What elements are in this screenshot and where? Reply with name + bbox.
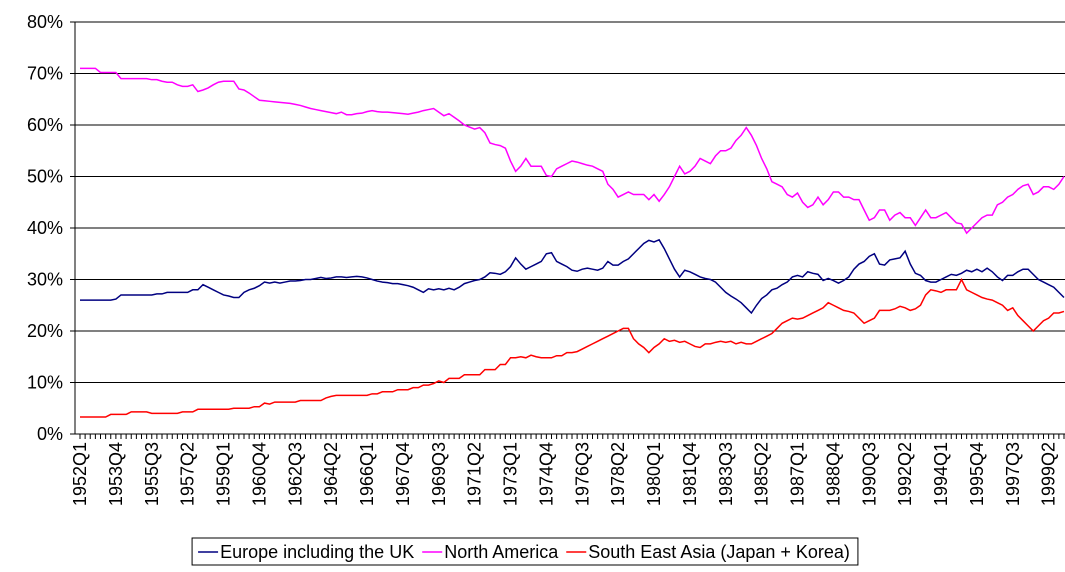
x-tick-label: 1995Q4 [967,442,987,506]
x-tick-label: 1992Q2 [895,442,915,506]
x-tick-label: 1966Q1 [357,442,377,506]
series-line [80,238,1065,315]
legend-box [191,537,859,566]
x-tick-label: 1978Q2 [608,442,628,506]
x-tick-label: 1987Q1 [788,442,808,506]
x-tick-label: 1971Q2 [465,442,485,506]
y-tick-label: 50% [27,167,63,187]
x-tick-label: 1953Q4 [106,442,126,506]
x-tick-label: 1988Q4 [823,442,843,506]
x-tick-label: 1974Q4 [536,442,556,506]
y-tick-label: 80% [27,12,63,32]
lines [80,67,1065,418]
y-tick-label: 30% [27,270,63,290]
series-line [80,277,1065,418]
legend: Europe including the UK North America Sout… [191,537,859,566]
x-tick-label: 1973Q1 [501,442,521,506]
x-tick-label: 1969Q3 [429,442,449,506]
y-tick-label: 10% [27,373,63,393]
x-tick-label: 1964Q2 [321,442,341,506]
legend-label: North America [444,542,559,562]
x-tick-label: 1959Q1 [214,442,234,506]
x-tick-label: 1957Q2 [178,442,198,506]
x-tick-label: 1983Q3 [716,442,736,506]
y-tick-label: 20% [27,321,63,341]
grid [75,21,1065,435]
y-tick-label: 40% [27,218,63,238]
x-tick-label: 1952Q1 [70,442,90,506]
y-tick-label: 70% [27,64,63,84]
x-tick-label: 1994Q1 [931,442,951,506]
axes: 0% 10% 20% 30% 40% 50% 60% 70% 80% 1952Q1 1953Q4 19… [27,12,1065,506]
x-tick-label: 1999Q2 [1039,442,1059,506]
x-tick-label: 1980Q1 [644,442,664,506]
y-tick-label: 0% [37,424,63,444]
x-tick-label: 1960Q4 [249,442,269,506]
x-tick-label: 1990Q3 [859,442,879,506]
x-tick-label: 1997Q3 [1003,442,1023,506]
x-tick-label: 1976Q3 [572,442,592,506]
series-line [80,67,1065,235]
x-tick-label: 1962Q3 [285,442,305,506]
legend-label: Europe including the UK [220,542,414,562]
x-tick-label: 1985Q2 [752,442,772,506]
x-tick-label: 1967Q4 [393,442,413,506]
legend-label: South East Asia (Japan + Korea) [588,542,850,562]
x-tick-label: 1981Q4 [680,442,700,506]
x-tick-label: 1955Q3 [142,442,162,506]
y-tick-label: 60% [27,115,63,135]
